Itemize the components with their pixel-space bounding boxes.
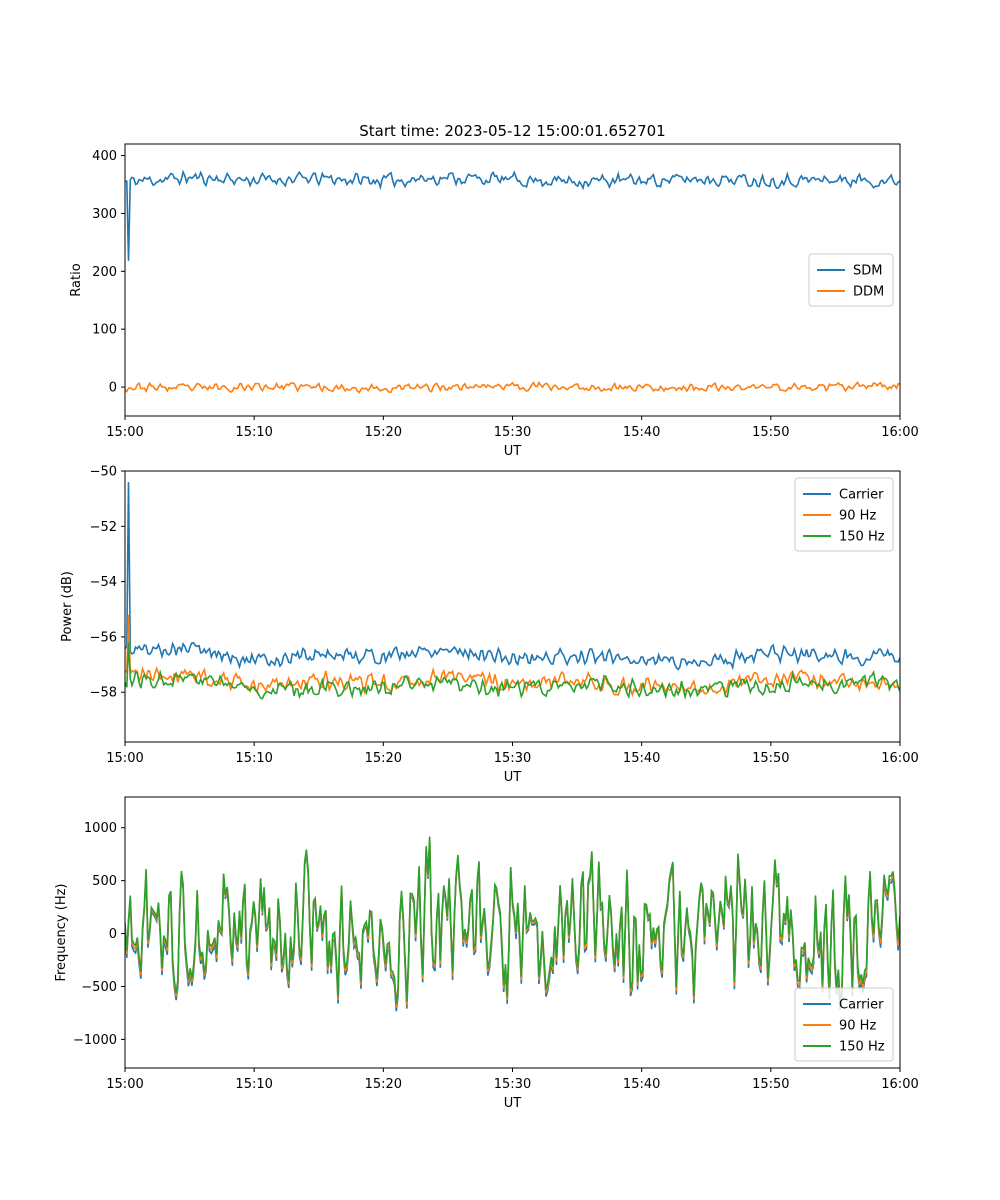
x-tick-label: 15:50 xyxy=(752,751,789,766)
x-tick-label: 15:00 xyxy=(106,1077,143,1092)
x-tick-label: 15:40 xyxy=(623,751,660,766)
x-tick-label: 15:20 xyxy=(365,751,402,766)
series-line-ddm xyxy=(125,381,900,394)
y-tick-label: 100 xyxy=(92,323,117,338)
x-tick-label: 15:30 xyxy=(494,425,531,440)
x-tick-label: 15:50 xyxy=(752,425,789,440)
series-line-150-hz xyxy=(125,642,900,700)
x-tick-label: 15:40 xyxy=(623,425,660,440)
legend-entry-label: DDM xyxy=(853,285,884,300)
legend: Carrier 90 Hz 150 Hz xyxy=(794,987,894,1062)
legend-entry-label: Carrier xyxy=(839,488,884,503)
legend-entry-label: SDM xyxy=(853,264,882,279)
y-tick-label: −56 xyxy=(90,630,117,645)
x-tick-label: 15:30 xyxy=(494,751,531,766)
x-tick-label: 15:00 xyxy=(106,751,143,766)
x-tick-label: 15:10 xyxy=(235,425,272,440)
series-line-carrier xyxy=(125,482,900,671)
legend-entry-label: 150 Hz xyxy=(839,530,885,545)
y-tick-label: 0 xyxy=(109,381,117,396)
series-line-90-hz xyxy=(125,614,900,698)
x-axis-label: UT xyxy=(504,770,522,785)
series-group xyxy=(125,169,900,394)
x-tick-label: 16:00 xyxy=(881,1077,918,1092)
figure-title: Start time: 2023-05-12 15:00:01.652701 xyxy=(359,122,665,140)
x-tick-label: 15:40 xyxy=(623,1077,660,1092)
y-axis-label: Ratio xyxy=(69,263,84,296)
y-tick-label: 500 xyxy=(92,874,117,889)
x-tick-label: 15:00 xyxy=(106,425,143,440)
x-tick-label: 15:50 xyxy=(752,1077,789,1092)
frequency-panel: 15:00 15:10 15:20 15:30 15:40 15:50 16:00 −1000… xyxy=(54,796,919,1111)
legend-entry-label: 90 Hz xyxy=(839,509,876,524)
y-tick-label: −1000 xyxy=(73,1033,117,1048)
x-tick-label: 15:10 xyxy=(235,751,272,766)
y-tick-label: 0 xyxy=(109,927,117,942)
y-tick-label: 300 xyxy=(92,207,117,222)
legend: SDM DDM xyxy=(808,253,894,307)
y-axis-label: Power (dB) xyxy=(60,571,75,642)
y-tick-label: −50 xyxy=(90,465,117,480)
x-tick-label: 16:00 xyxy=(881,751,918,766)
legend-entry-label: Carrier xyxy=(839,998,884,1013)
x-axis-label: UT xyxy=(504,444,522,459)
y-tick-label: −500 xyxy=(81,980,117,995)
power-panel: 15:00 15:10 15:20 15:30 15:40 15:50 16:00 −58 −5… xyxy=(60,465,919,786)
series-line-sdm xyxy=(125,169,900,261)
x-tick-label: 15:20 xyxy=(365,425,402,440)
x-tick-label: 15:30 xyxy=(494,1077,531,1092)
y-tick-label: −58 xyxy=(90,686,117,701)
y-tick-label: 1000 xyxy=(84,821,117,836)
y-tick-label: 200 xyxy=(92,265,117,280)
legend-box xyxy=(794,477,894,552)
y-axis-label: Frequency (Hz) xyxy=(54,883,69,981)
x-axis-label: UT xyxy=(504,1096,522,1111)
series-group xyxy=(125,836,900,1012)
legend-entry-label: 150 Hz xyxy=(839,1040,885,1055)
legend-entry-label: 90 Hz xyxy=(839,1019,876,1034)
y-tick-label: −52 xyxy=(90,520,117,535)
legend-box xyxy=(808,253,894,307)
series-group xyxy=(125,482,900,700)
legend-box xyxy=(794,987,894,1062)
x-tick-label: 16:00 xyxy=(881,425,918,440)
legend: Carrier 90 Hz 150 Hz xyxy=(794,477,894,552)
x-tick-label: 15:20 xyxy=(365,1077,402,1092)
y-tick-label: 400 xyxy=(92,149,117,164)
series-line-150-hz xyxy=(125,836,900,1005)
x-tick-label: 15:10 xyxy=(235,1077,272,1092)
ratio-panel: 15:00 15:10 15:20 15:30 15:40 15:50 16:00 0 100 2… xyxy=(69,143,919,459)
y-tick-label: −54 xyxy=(90,575,117,590)
